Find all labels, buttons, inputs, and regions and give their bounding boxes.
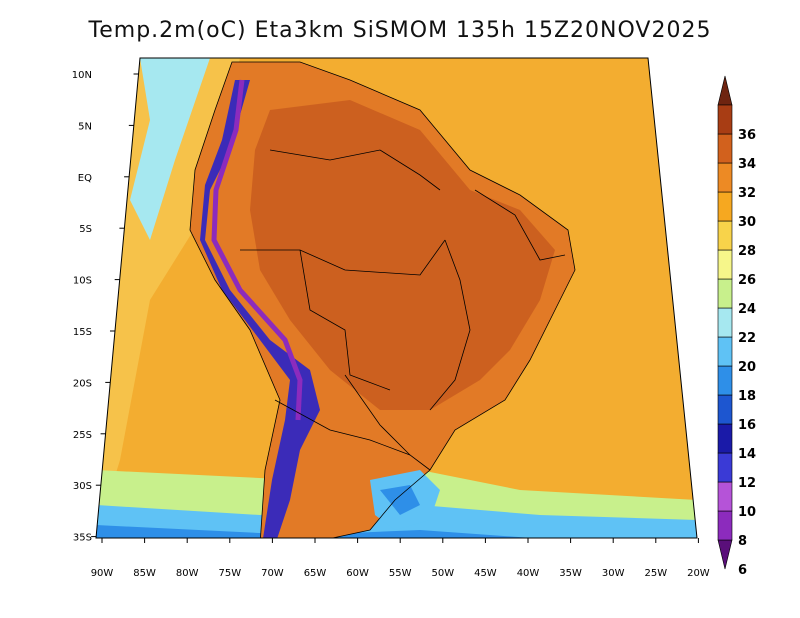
andes-cold-spine [200, 80, 320, 538]
colorbar-swatch [717, 278, 733, 309]
border-northeast [474, 189, 566, 261]
colorbar-label: 28 [738, 244, 756, 259]
colorbar-label: 16 [738, 418, 756, 433]
south-band-cold [96, 525, 697, 538]
colorbar-label: 26 [738, 273, 756, 288]
lon-tick-label: 85W [133, 568, 156, 579]
lat-tick-label: 35S [73, 533, 92, 544]
colorbar: 6 8 10 12 14 16 18 20 22 24 26 28 30 32 34 36 [717, 75, 756, 578]
lon-tick-label: 50W [431, 568, 454, 579]
colorbar-swatch [717, 249, 733, 280]
colorbar-label: 36 [738, 128, 756, 143]
lat-tick-label: 10S [73, 276, 92, 287]
lat-tick-label: 20S [73, 378, 92, 389]
lon-tick-label: 55W [389, 568, 412, 579]
colorbar-swatch [717, 104, 733, 135]
pacific-cold-band [130, 58, 210, 240]
lon-tick-label: 45W [474, 568, 497, 579]
andes-crest [211, 79, 303, 421]
lat-tick-label: 5N [78, 121, 92, 132]
lat-tick-label: 15S [73, 327, 92, 338]
lon-tick-label: 40W [517, 568, 540, 579]
lon-tick-label: 65W [304, 568, 327, 579]
colorbar-label: 10 [738, 505, 756, 520]
lon-tick-label: 25W [644, 568, 667, 579]
border-paraguay [344, 374, 431, 471]
lon-tick-label: 30W [602, 568, 625, 579]
lat-tick-label: 25S [73, 430, 92, 441]
colorbar-swatch [717, 481, 733, 512]
colorbar-label: 8 [738, 534, 747, 549]
map-title: Temp.2m(oC) Eta3km SiSMOM 135h 15Z20NOV2… [88, 18, 712, 43]
lon-tick-label: 70W [261, 568, 284, 579]
colorbar-swatch [717, 162, 733, 193]
colorbar-swatch [717, 452, 733, 483]
lat-tick-label: EQ [78, 173, 92, 184]
border-brazil-states [429, 239, 471, 411]
lat-tick-label: 30S [73, 481, 92, 492]
colorbar-label: 24 [738, 302, 756, 317]
colorbar-label: 34 [738, 157, 756, 172]
lat-tick-label: 5S [79, 224, 92, 235]
latitude-axis: 10N 5N EQ 5S 10S 15S 20S 25S 30S 35S [72, 70, 139, 544]
colorbar-label: 12 [738, 476, 756, 491]
colorbar-min-arrow [717, 539, 733, 570]
colorbar-swatch [717, 394, 733, 425]
border-amazon [240, 239, 446, 276]
lon-tick-label: 20W [687, 568, 710, 579]
longitude-axis: 90W 85W 80W 75W 70W 65W 60W 55W 50W 45W 40W 35W 30W 2… [91, 538, 710, 579]
land-core-hot [250, 100, 555, 410]
colorbar-label: 22 [738, 331, 756, 346]
colorbar-swatch [717, 307, 733, 338]
colorbar-swatch [717, 423, 733, 454]
lon-tick-label: 75W [218, 568, 241, 579]
lon-tick-label: 90W [91, 568, 114, 579]
border-argentina [274, 399, 411, 456]
colorbar-swatch [717, 365, 733, 396]
colorbar-swatch [717, 510, 733, 541]
colorbar-label: 18 [738, 389, 756, 404]
border-north [269, 149, 441, 191]
uruguay-cold [380, 485, 420, 515]
colorbar-label: 32 [738, 186, 756, 201]
lat-tick-label: 10N [72, 70, 92, 81]
colorbar-swatch [717, 133, 733, 164]
colorbar-swatch [717, 336, 733, 367]
colorbar-swatch [717, 220, 733, 251]
lon-tick-label: 60W [346, 568, 369, 579]
temperature-field [96, 58, 697, 538]
colorbar-max-arrow [717, 75, 733, 106]
lon-tick-label: 80W [176, 568, 199, 579]
colorbar-label: 20 [738, 360, 756, 375]
colorbar-label: 14 [738, 447, 756, 462]
political-borders [189, 61, 576, 538]
map-frame [95, 57, 698, 539]
colorbar-label: 30 [738, 215, 756, 230]
lon-tick-label: 35W [559, 568, 582, 579]
colorbar-label: 6 [738, 563, 747, 578]
colorbar-swatch [717, 191, 733, 222]
border-bolivia [299, 249, 391, 391]
